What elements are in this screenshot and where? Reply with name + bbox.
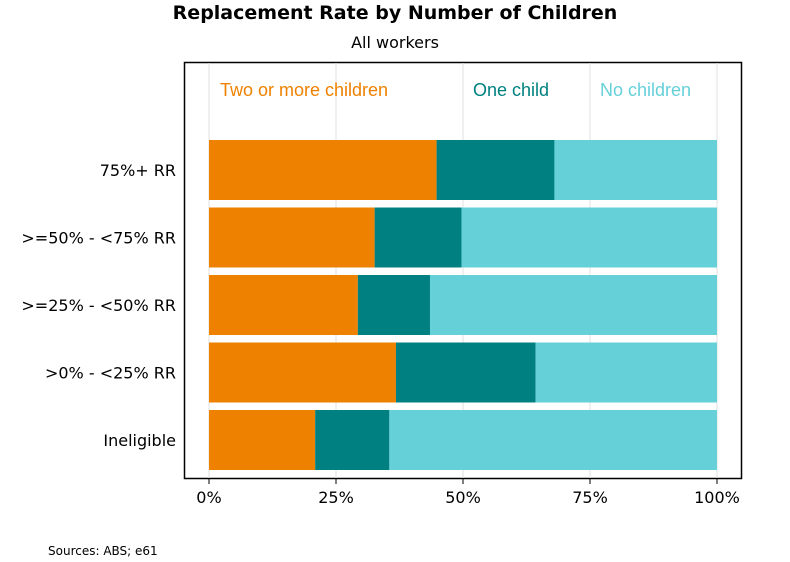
category-label: >=50% - <75% RR <box>21 229 176 248</box>
bar-segment <box>315 410 390 470</box>
legend-entry: One child <box>473 80 549 100</box>
bar-segment <box>209 275 358 335</box>
bar-segment <box>374 207 462 268</box>
x-axis-ticks: 0% 25% 50% 75% 100% <box>196 479 740 507</box>
bar-segment <box>209 410 316 470</box>
x-tick-label: 50% <box>445 488 481 507</box>
bar-segment <box>209 207 375 268</box>
x-tick-label: 0% <box>196 488 221 507</box>
bar-segment <box>395 342 536 403</box>
legend-entry: Two or more children <box>220 80 388 100</box>
bar-segment <box>429 275 717 335</box>
category-label: Ineligible <box>103 431 176 450</box>
bar-segment <box>389 410 717 470</box>
bar-segment <box>535 342 717 403</box>
bars <box>209 140 717 470</box>
source-note: Sources: ABS; e61 <box>48 544 158 558</box>
category-labels: 75%+ RR >=50% - <75% RR >=25% - <50% RR >0%… <box>21 161 176 450</box>
bar-segment <box>554 140 717 200</box>
category-label: >0% - <25% RR <box>45 364 176 383</box>
category-label: >=25% - <50% RR <box>21 296 176 315</box>
gridlines <box>208 63 718 478</box>
x-tick-label: 100% <box>694 488 740 507</box>
bar-segment <box>209 140 437 200</box>
bar-segment <box>209 342 396 403</box>
category-label: 75%+ RR <box>100 161 176 180</box>
legend: Two or more children One child No children <box>220 80 691 100</box>
bar-segment <box>357 275 430 335</box>
legend-entry: No children <box>600 80 691 100</box>
x-tick-label: 75% <box>572 488 608 507</box>
chart-title: Replacement Rate by Number of Children <box>173 2 618 24</box>
bar-segment <box>461 207 717 268</box>
bar-segment <box>436 140 555 200</box>
x-tick-label: 25% <box>318 488 354 507</box>
chart-subtitle: All workers <box>351 33 439 52</box>
